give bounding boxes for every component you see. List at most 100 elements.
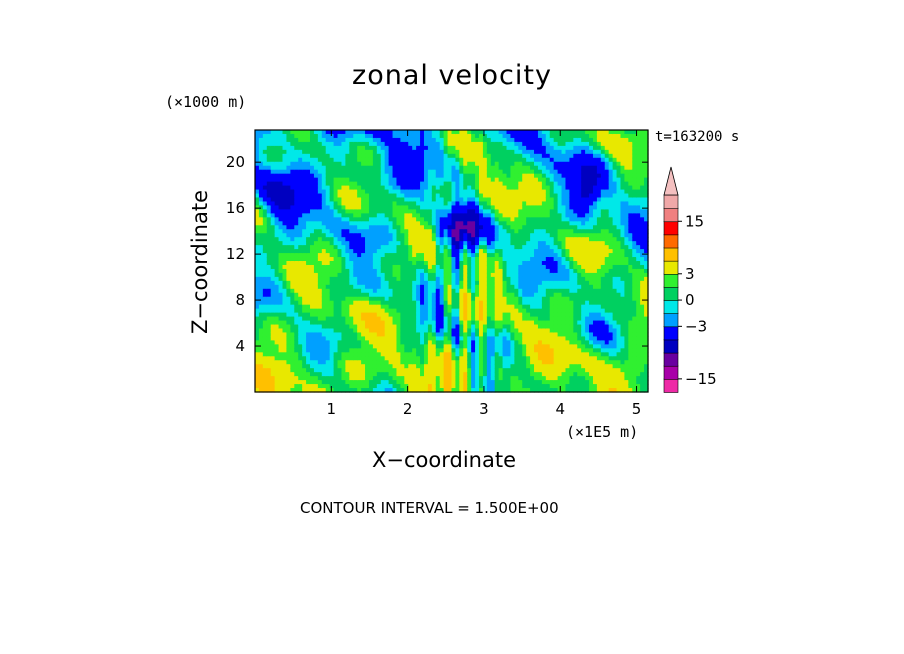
- heatmap-cell: [412, 368, 417, 373]
- heatmap-cell: [447, 253, 453, 258]
- heatmap-cell: [451, 264, 457, 270]
- heatmap-cell: [494, 153, 500, 159]
- heatmap-cell: [333, 296, 339, 302]
- heatmap-cell: [526, 165, 531, 171]
- heatmap-cell: [530, 296, 535, 302]
- heatmap-cell: [294, 284, 299, 290]
- heatmap-cell: [459, 229, 464, 234]
- heatmap-cell: [459, 169, 464, 175]
- heatmap-cell: [306, 288, 311, 294]
- heatmap-cell: [329, 312, 335, 318]
- heatmap-cell: [270, 324, 276, 330]
- heatmap-cell: [490, 221, 496, 226]
- heatmap-cell: [459, 292, 464, 298]
- heatmap-cell: [431, 344, 437, 349]
- heatmap-cell: [498, 157, 504, 163]
- heatmap-cell: [341, 360, 346, 365]
- heatmap-cell: [506, 205, 512, 210]
- heatmap-cell: [258, 201, 264, 207]
- heatmap-cell: [396, 133, 402, 139]
- heatmap-cell: [310, 149, 315, 155]
- heatmap-cell: [372, 372, 378, 377]
- heatmap-cell: [435, 137, 441, 143]
- heatmap-cell: [423, 348, 429, 353]
- heatmap-cell: [255, 324, 260, 330]
- heatmap-cell: [494, 332, 500, 338]
- heatmap-cell: [522, 173, 527, 179]
- heatmap-cell: [423, 237, 429, 242]
- heatmap-cell: [317, 181, 323, 187]
- heatmap-cell: [270, 253, 276, 258]
- heatmap-cell: [447, 133, 453, 139]
- heatmap-cell: [423, 181, 429, 187]
- heatmap-cell: [530, 241, 535, 246]
- heatmap-cell: [361, 364, 366, 369]
- heatmap-cell: [471, 213, 476, 218]
- heatmap-cell: [310, 300, 315, 306]
- heatmap-cell: [526, 324, 531, 330]
- heatmap-cell: [255, 241, 260, 246]
- heatmap-cell: [302, 336, 307, 341]
- heatmap-cell: [298, 352, 303, 357]
- heatmap-cell: [439, 388, 445, 393]
- heatmap-cell: [262, 209, 268, 214]
- heatmap-cell: [333, 141, 339, 147]
- heatmap-cell: [479, 130, 484, 135]
- heatmap-cell: [313, 288, 319, 294]
- heatmap-cell: [380, 268, 386, 274]
- heatmap-cell: [427, 360, 433, 365]
- heatmap-cell: [447, 288, 453, 294]
- heatmap-cell: [325, 364, 331, 369]
- heatmap-cell: [255, 312, 260, 318]
- heatmap-cell: [498, 288, 504, 294]
- heatmap-cell: [463, 185, 468, 191]
- heatmap-cell: [475, 384, 480, 389]
- heatmap-cell: [333, 372, 339, 377]
- heatmap-cell: [475, 372, 480, 377]
- heatmap-cell: [310, 284, 315, 290]
- heatmap-cell: [333, 320, 339, 326]
- heatmap-cell: [365, 149, 370, 155]
- heatmap-cell: [526, 253, 531, 258]
- heatmap-cell: [345, 153, 350, 159]
- heatmap-cell: [368, 368, 374, 373]
- heatmap-cell: [325, 201, 331, 207]
- heatmap-cell: [510, 332, 515, 338]
- heatmap-cell: [337, 205, 343, 210]
- heatmap-cell: [353, 356, 358, 361]
- heatmap-cell: [396, 312, 402, 318]
- heatmap-cell: [310, 229, 315, 234]
- heatmap-cell: [321, 173, 327, 179]
- heatmap-cell: [380, 280, 386, 286]
- heatmap-cell: [353, 292, 358, 298]
- heatmap-cell: [537, 193, 543, 199]
- heatmap-cell: [274, 364, 280, 369]
- heatmap-cell: [353, 233, 358, 238]
- heatmap-cell: [333, 157, 339, 163]
- heatmap-cell: [313, 229, 319, 234]
- heatmap-cell: [451, 324, 457, 330]
- heatmap-cell: [325, 276, 331, 282]
- heatmap-cell: [302, 356, 307, 361]
- heatmap-cell: [494, 328, 500, 334]
- heatmap-cell: [526, 268, 531, 274]
- heatmap-cell: [361, 213, 366, 218]
- heatmap-cell: [349, 352, 354, 357]
- heatmap-cell: [302, 145, 307, 151]
- heatmap-cell: [412, 130, 417, 135]
- heatmap-cell: [404, 205, 409, 210]
- heatmap-cell: [494, 213, 500, 218]
- heatmap-cell: [416, 292, 421, 298]
- heatmap-cell: [412, 304, 417, 310]
- heatmap-cell: [396, 217, 402, 222]
- heatmap-cell: [518, 245, 523, 250]
- heatmap-cell: [294, 145, 299, 151]
- heatmap-cell: [471, 141, 476, 147]
- heatmap-cell: [380, 368, 386, 373]
- heatmap-cell: [498, 268, 504, 274]
- heatmap-cell: [361, 217, 366, 222]
- heatmap-cell: [302, 368, 307, 373]
- heatmap-cell: [365, 161, 370, 167]
- heatmap-cell: [443, 384, 449, 389]
- heatmap-cell: [408, 245, 413, 250]
